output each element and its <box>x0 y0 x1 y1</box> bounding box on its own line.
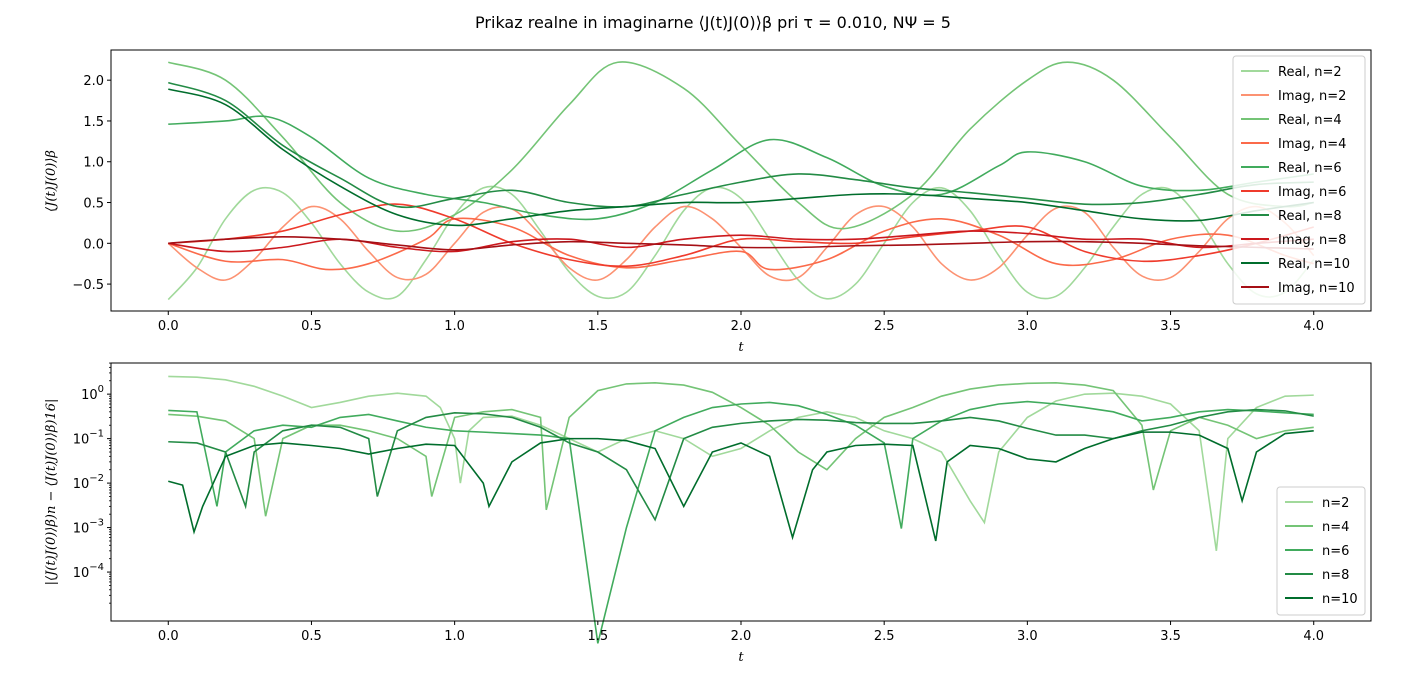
series-line-n-4 <box>168 381 1314 517</box>
x-tick-label: 4.0 <box>1303 629 1324 644</box>
bottom-plot-lines <box>168 375 1314 644</box>
series-line-imag-n-10 <box>168 235 1314 251</box>
x-tick-label: 3.5 <box>1160 319 1181 334</box>
legend-label: Real, n=2 <box>1278 65 1342 80</box>
legend-label: n=2 <box>1322 496 1349 511</box>
legend-label: Imag, n=2 <box>1278 89 1346 104</box>
bottom-legend: n=2 n=4 n=6 n=8 n=10 <box>1276 486 1366 616</box>
series-line-imag-n-6 <box>168 203 1314 268</box>
legend-label: Real, n=8 <box>1278 209 1342 224</box>
x-tick-label: 3.5 <box>1160 629 1181 644</box>
legend-label: Imag, n=10 <box>1278 281 1355 296</box>
y-tick-label: 10−3 <box>73 518 104 537</box>
series-line-real-n-10 <box>168 88 1314 227</box>
x-tick-label: 1.5 <box>587 319 608 334</box>
bottom-x-label: t <box>738 650 744 665</box>
legend-label: Imag, n=6 <box>1278 185 1346 200</box>
series-line-real-n-8 <box>168 81 1314 209</box>
top-y-ticks: −0.5 0.0 0.5 1.0 1.5 2.0 <box>72 74 111 293</box>
legend-label: Imag, n=8 <box>1278 233 1346 248</box>
y-tick-label: 100 <box>81 384 104 403</box>
series-line-real-n-4 <box>168 61 1314 233</box>
series-line-imag-n-4 <box>168 217 1314 271</box>
x-tick-label: 1.5 <box>587 629 608 644</box>
top-plot-lines <box>167 61 1315 301</box>
y-tick-label: 1.0 <box>83 156 104 171</box>
bottom-axes: 0.0 0.5 1.0 1.5 2.0 2.5 3.0 3.5 4.0 10010−110−21… <box>44 362 1372 665</box>
legend-label: Real, n=6 <box>1278 161 1342 176</box>
legend-label: Real, n=4 <box>1278 113 1342 128</box>
x-tick-label: 2.5 <box>874 629 895 644</box>
series-line-n-10 <box>168 429 1314 542</box>
figure-title: Prikaz realne in imaginarne ⟨J(t)J(0)⟩β … <box>475 13 951 32</box>
x-tick-label: 3.0 <box>1017 319 1038 334</box>
y-tick-label: 10−1 <box>73 429 104 448</box>
legend-box <box>1276 486 1366 616</box>
bottom-x-ticks: 0.0 0.5 1.0 1.5 2.0 2.5 3.0 3.5 4.0 <box>158 621 1324 644</box>
legend-label: Real, n=10 <box>1278 257 1350 272</box>
top-x-label: t <box>738 340 744 355</box>
y-tick-label: 10−4 <box>73 562 104 581</box>
top-axes: 0.0 0.5 1.0 1.5 2.0 2.5 3.0 3.5 4.0 −0.5 0.0 0.5 1.… <box>44 49 1372 355</box>
bottom-y-label: |⟨J(t)J(0)⟩β)n − ⟨J(t)J(0)⟩β)16| <box>44 399 59 586</box>
legend-label: n=8 <box>1322 568 1349 583</box>
x-tick-label: 0.0 <box>158 629 179 644</box>
x-tick-label: 3.0 <box>1017 629 1038 644</box>
legend-label: Imag, n=4 <box>1278 137 1346 152</box>
x-tick-label: 0.5 <box>301 319 322 334</box>
x-tick-label: 1.0 <box>444 319 465 334</box>
x-tick-label: 1.0 <box>444 629 465 644</box>
legend-label: n=4 <box>1322 520 1349 535</box>
series-line-n-6 <box>168 400 1314 644</box>
top-x-ticks: 0.0 0.5 1.0 1.5 2.0 2.5 3.0 3.5 4.0 <box>158 311 1324 334</box>
x-tick-label: 0.0 <box>158 319 179 334</box>
x-tick-label: 2.5 <box>874 319 895 334</box>
top-y-label: ⟨J(t)J(0)⟩β <box>44 150 59 212</box>
y-tick-label: −0.5 <box>72 278 104 293</box>
top-legend: Real, n=2 Imag, n=2 Real, n=4 Imag, n=4 Real… <box>1232 55 1366 305</box>
y-tick-label: 2.0 <box>83 74 104 89</box>
y-tick-label: 1.5 <box>83 115 104 130</box>
bottom-y-ticks: 100 10−1 10−2 10−3 10−4 <box>73 362 111 604</box>
x-tick-label: 0.5 <box>301 629 322 644</box>
series-line-n-2 <box>168 375 1314 551</box>
x-tick-label: 2.0 <box>731 629 752 644</box>
x-tick-label: 4.0 <box>1303 319 1324 334</box>
series-line-real-n-6 <box>168 115 1314 221</box>
y-tick-label: 10−2 <box>73 473 104 492</box>
x-tick-label: 2.0 <box>731 319 752 334</box>
legend-label: n=6 <box>1322 544 1349 559</box>
y-tick-label: 0.5 <box>83 197 104 212</box>
legend-label: n=10 <box>1322 592 1358 607</box>
y-tick-label: 0.0 <box>83 237 104 252</box>
